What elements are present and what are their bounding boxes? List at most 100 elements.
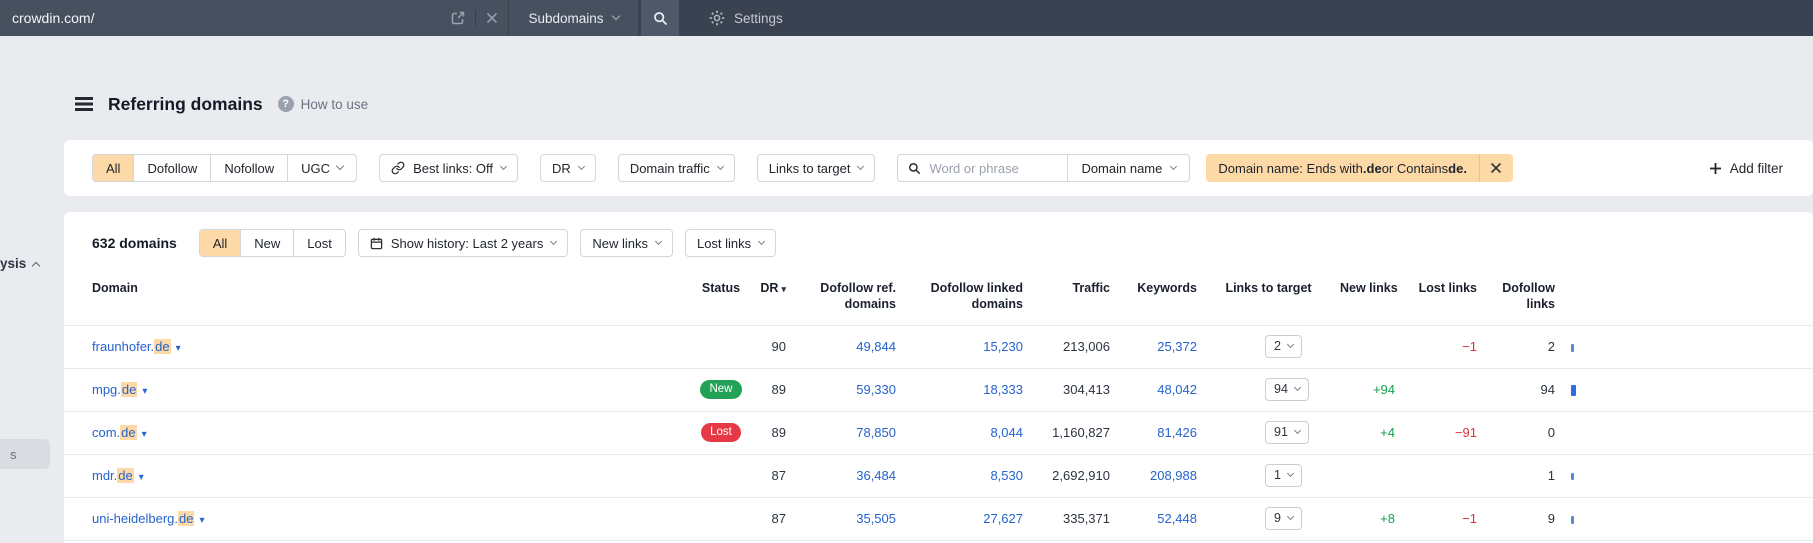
lost-links-dropdown[interactable]: Lost links	[684, 229, 777, 257]
dofollow-ref-cell[interactable]: 36,484	[856, 468, 896, 483]
domain-caret-icon[interactable]: ▾	[141, 429, 147, 440]
dofollow-ref-cell[interactable]: 59,330	[856, 382, 896, 397]
col-header-lost-links[interactable]: Lost links	[1418, 281, 1477, 295]
segment-nofollow[interactable]: Nofollow	[210, 155, 287, 181]
dofollow-ref-cell[interactable]: 78,850	[856, 425, 896, 440]
col-header-dofollow-ref[interactable]: Dofollow ref. domains	[820, 281, 896, 312]
links-to-target-select[interactable]: 94	[1265, 378, 1309, 401]
segment-all[interactable]: All	[93, 155, 134, 181]
dr-cell: 89	[771, 382, 786, 397]
chevron-down-icon	[577, 162, 585, 171]
history-bar	[1571, 343, 1574, 352]
remove-filter-button[interactable]	[1478, 154, 1513, 182]
sidebar-partial-label: s	[10, 446, 17, 462]
word-search-group: Domain name	[897, 154, 1191, 182]
scope-select[interactable]: Subdomains	[508, 0, 638, 36]
keywords-cell[interactable]: 25,372	[1157, 339, 1197, 354]
keywords-cell[interactable]: 81,426	[1157, 425, 1197, 440]
segment-status-all[interactable]: All	[199, 230, 241, 256]
col-header-dofollow-links[interactable]: Dofollow links	[1502, 281, 1555, 312]
question-circle-icon: ?	[277, 96, 294, 112]
status-segmented-control: All New Lost	[198, 229, 346, 257]
lost-links-cell: −1	[1462, 339, 1477, 354]
col-header-traffic[interactable]: Traffic	[1072, 281, 1110, 295]
chevron-down-icon	[1170, 162, 1178, 171]
dofollow-links-cell: 94	[1540, 382, 1555, 397]
top-bar: Subdomains Settings	[0, 0, 1813, 36]
word-search-input[interactable]	[929, 160, 1058, 176]
col-header-links-to-target[interactable]: Links to target	[1225, 281, 1312, 295]
domain-link[interactable]: fraunhofer.de	[92, 339, 171, 354]
col-header-status[interactable]: Status	[701, 281, 741, 295]
col-header-keywords[interactable]: Keywords	[1137, 281, 1197, 295]
domain-link[interactable]: mpg.de	[92, 382, 138, 397]
dofollow-linked-cell[interactable]: 27,627	[983, 511, 1023, 526]
active-filter-text: Domain name: Ends with .de or Contains d…	[1218, 160, 1467, 176]
search-button[interactable]	[641, 0, 679, 36]
lost-links-cell: −91	[1454, 425, 1477, 440]
show-history-button[interactable]: Show history: Last 2 years	[357, 229, 569, 257]
domain-link[interactable]: com.de	[92, 425, 137, 440]
segment-dofollow[interactable]: Dofollow	[133, 155, 210, 181]
lost-links-cell	[1399, 368, 1481, 411]
dofollow-links-cell: 9	[1547, 511, 1555, 526]
active-filter-chip[interactable]: Domain name: Ends with .de or Contains d…	[1206, 154, 1513, 182]
status-badge: New	[700, 380, 742, 399]
chevron-down-icon	[716, 162, 724, 171]
domain-link[interactable]: mdr.de	[92, 468, 134, 483]
domain-caret-icon[interactable]: ▾	[142, 386, 148, 397]
dofollow-ref-cell[interactable]: 35,505	[856, 511, 896, 526]
dofollow-linked-cell[interactable]: 18,333	[983, 382, 1023, 397]
col-header-dofollow-linked[interactable]: Dofollow linked domains	[930, 281, 1023, 312]
dofollow-links-cell: 2	[1547, 339, 1555, 354]
best-links-button[interactable]: Best links: Off	[379, 154, 519, 182]
scope-select-label: Subdomains	[528, 10, 604, 26]
domain-traffic-filter-button[interactable]: Domain traffic	[617, 154, 735, 182]
keywords-cell[interactable]: 208,988	[1150, 468, 1197, 483]
divider	[1067, 155, 1069, 181]
dofollow-linked-cell[interactable]: 8,530	[990, 468, 1023, 483]
domain-link[interactable]: uni-heidelberg.de	[92, 511, 195, 526]
col-header-domain[interactable]: Domain	[92, 281, 138, 295]
chevron-down-icon	[857, 162, 865, 171]
chevron-down-icon	[611, 11, 620, 21]
keywords-cell[interactable]: 48,042	[1157, 382, 1197, 397]
dofollow-linked-cell[interactable]: 15,230	[983, 339, 1023, 354]
dofollow-ref-cell[interactable]: 49,844	[856, 339, 896, 354]
table-row: uni-heidelberg.de ▾ 87 35,505 27,627 335,…	[64, 497, 1813, 540]
how-to-use-link[interactable]: ? How to use	[277, 96, 368, 112]
segment-ugc[interactable]: UGC	[287, 155, 356, 181]
sidebar-collapsed-item[interactable]: ysis	[0, 256, 41, 271]
new-links-dropdown[interactable]: New links	[580, 229, 673, 257]
add-filter-button[interactable]: Add filter	[1709, 161, 1783, 176]
links-to-target-select[interactable]: 91	[1265, 421, 1309, 444]
links-to-target-select[interactable]: 9	[1265, 507, 1302, 530]
domain-caret-icon[interactable]: ▾	[175, 343, 181, 354]
table-toolbar: 632 domains All New Lost Show history: L…	[64, 228, 1813, 258]
segment-status-lost[interactable]: Lost	[293, 230, 345, 256]
table-header-row: Domain Status DR ▾ Dofollow ref. domains …	[64, 272, 1813, 325]
page-header: Referring domains ? How to use	[75, 86, 368, 122]
gear-icon	[709, 10, 725, 26]
links-to-target-select[interactable]: 2	[1265, 335, 1302, 358]
domain-caret-icon[interactable]: ▾	[138, 472, 144, 483]
dofollow-linked-cell[interactable]: 8,044	[990, 425, 1023, 440]
search-field-select[interactable]: Domain name	[1068, 155, 1189, 181]
col-header-new-links[interactable]: New links	[1340, 281, 1398, 295]
dr-filter-button[interactable]: DR	[540, 154, 596, 182]
settings-button[interactable]: Settings	[709, 0, 783, 36]
links-to-target-select[interactable]: 1	[1265, 464, 1302, 487]
keywords-cell[interactable]: 52,448	[1157, 511, 1197, 526]
segment-status-new[interactable]: New	[240, 230, 293, 256]
menu-icon[interactable]	[75, 97, 93, 111]
clear-input-icon[interactable]	[486, 12, 498, 24]
col-header-dr[interactable]: DR ▾	[760, 281, 786, 295]
new-links-cell	[1340, 454, 1399, 497]
traffic-cell: 304,413	[1063, 382, 1110, 397]
chevron-down-icon	[335, 161, 345, 171]
links-to-target-filter-button[interactable]: Links to target	[756, 154, 876, 182]
sidebar-partial-button[interactable]: s	[0, 439, 50, 469]
domain-caret-icon[interactable]: ▾	[199, 515, 205, 526]
target-url-input[interactable]	[12, 10, 441, 26]
open-external-icon[interactable]	[451, 11, 465, 25]
